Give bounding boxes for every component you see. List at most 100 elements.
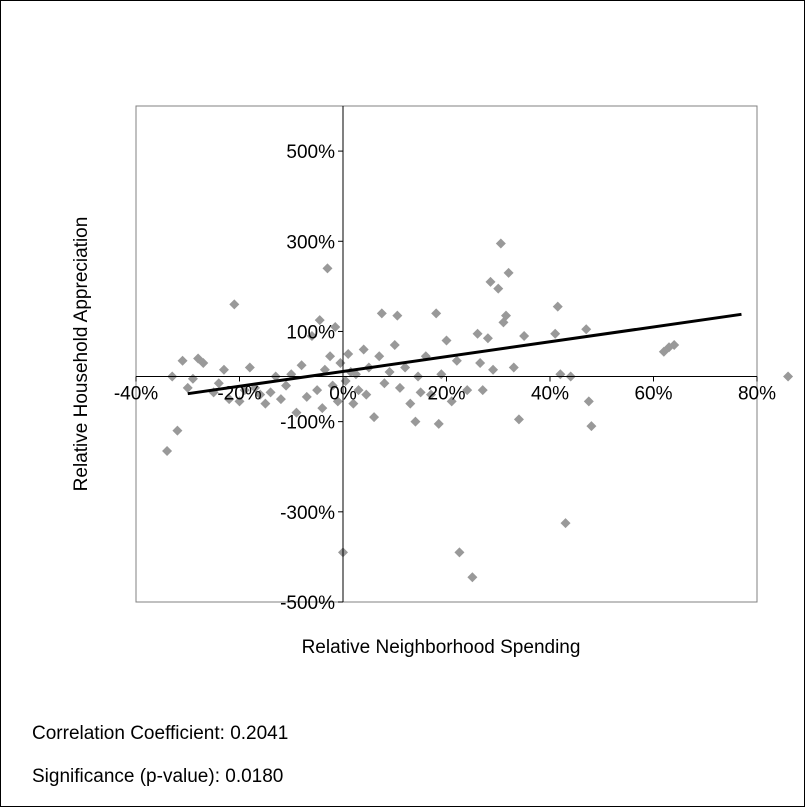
data-point bbox=[467, 572, 478, 583]
significance-p-value: Significance (p-value): 0.0180 bbox=[32, 766, 284, 787]
data-point bbox=[400, 362, 411, 373]
data-point bbox=[503, 267, 514, 278]
data-point bbox=[281, 380, 292, 391]
data-point bbox=[322, 263, 333, 274]
data-point bbox=[410, 416, 421, 427]
y-tick-label: 100% bbox=[286, 322, 335, 343]
data-point bbox=[485, 276, 496, 287]
data-point bbox=[519, 330, 530, 341]
data-point bbox=[508, 362, 519, 373]
data-point bbox=[229, 299, 240, 310]
data-point bbox=[239, 385, 250, 396]
y-axis-title: Relative Household Appreciation bbox=[71, 217, 92, 492]
y-tick-label: -500% bbox=[280, 593, 335, 614]
data-point bbox=[405, 398, 416, 409]
data-point bbox=[475, 358, 486, 369]
data-point bbox=[332, 396, 343, 407]
data-point bbox=[301, 391, 312, 402]
data-point bbox=[343, 349, 354, 359]
data-point bbox=[260, 398, 271, 409]
data-point bbox=[669, 339, 680, 350]
data-point bbox=[291, 407, 302, 418]
axes-layer bbox=[135, 106, 758, 603]
trend-line bbox=[187, 312, 742, 396]
data-point bbox=[325, 351, 336, 362]
plot-area bbox=[135, 105, 758, 603]
data-point bbox=[384, 367, 395, 378]
y-tick-label: 300% bbox=[286, 232, 335, 253]
x-tick-label: 20% bbox=[427, 384, 465, 405]
correlation-coefficient: Correlation Coefficient: 0.2041 bbox=[32, 723, 289, 744]
data-point bbox=[234, 396, 245, 407]
data-point bbox=[218, 364, 229, 375]
data-point bbox=[374, 351, 385, 362]
labels-layer: -500% -300% -100% 100% 300% 500% -40% -20% 0% 20%… bbox=[71, 142, 776, 658]
data-point bbox=[394, 382, 405, 393]
y-tick-label: -300% bbox=[280, 503, 335, 524]
x-tick-label: -40% bbox=[114, 384, 158, 405]
data-point bbox=[495, 238, 506, 249]
data-point bbox=[312, 385, 323, 396]
x-tick-label: 0% bbox=[329, 384, 357, 405]
data-point bbox=[330, 321, 341, 332]
data-point bbox=[472, 328, 483, 339]
data-point bbox=[441, 335, 452, 346]
data-point bbox=[353, 385, 364, 396]
data-point bbox=[783, 371, 794, 382]
data-point bbox=[586, 421, 597, 432]
x-axis-title: Relative Neighborhood Spending bbox=[302, 637, 581, 658]
data-point bbox=[265, 387, 276, 398]
data-point bbox=[379, 378, 390, 389]
data-point bbox=[327, 380, 338, 391]
data-point bbox=[213, 378, 224, 389]
data-point bbox=[198, 358, 209, 369]
data-point bbox=[451, 355, 462, 366]
data-point bbox=[415, 387, 426, 398]
data-point bbox=[306, 330, 317, 341]
data-point bbox=[392, 310, 403, 321]
data-point bbox=[425, 389, 436, 400]
data-point bbox=[358, 344, 369, 355]
data-point bbox=[493, 283, 504, 294]
x-tick-label: 60% bbox=[634, 384, 672, 405]
data-point bbox=[488, 364, 499, 375]
data-point bbox=[182, 382, 193, 393]
x-tick-label: 80% bbox=[738, 384, 776, 405]
x-tick-label: 40% bbox=[531, 384, 569, 405]
data-point bbox=[369, 412, 380, 423]
y-tick-label: 500% bbox=[286, 142, 335, 163]
data-point bbox=[454, 547, 465, 558]
data-point bbox=[560, 518, 571, 529]
data-point bbox=[348, 398, 359, 409]
data-point bbox=[462, 385, 473, 396]
data-point bbox=[296, 360, 307, 371]
data-point bbox=[177, 355, 188, 366]
data-point bbox=[275, 394, 286, 405]
data-point bbox=[550, 328, 561, 339]
marks-layer bbox=[162, 238, 794, 583]
data-point bbox=[389, 339, 400, 350]
data-point bbox=[431, 308, 442, 319]
data-point bbox=[244, 362, 255, 373]
data-point bbox=[224, 394, 235, 405]
data-point bbox=[446, 396, 457, 407]
data-point bbox=[501, 310, 512, 321]
data-point bbox=[162, 445, 173, 456]
data-point bbox=[376, 308, 387, 319]
data-point bbox=[581, 324, 592, 335]
data-point bbox=[314, 315, 325, 326]
data-point bbox=[361, 389, 372, 400]
data-point bbox=[583, 396, 594, 407]
data-point bbox=[552, 301, 563, 312]
data-point bbox=[317, 403, 328, 414]
data-point bbox=[513, 414, 524, 425]
x-tick-label: -20% bbox=[217, 384, 261, 405]
data-point bbox=[433, 418, 444, 429]
scatter-chart: -500% -300% -100% 100% 300% 500% -40% -20% 0% 20%… bbox=[71, 105, 794, 658]
data-point bbox=[255, 389, 266, 400]
y-tick-label: -100% bbox=[280, 413, 335, 434]
data-point bbox=[172, 425, 183, 436]
data-point bbox=[477, 385, 488, 396]
data-point bbox=[482, 333, 493, 344]
